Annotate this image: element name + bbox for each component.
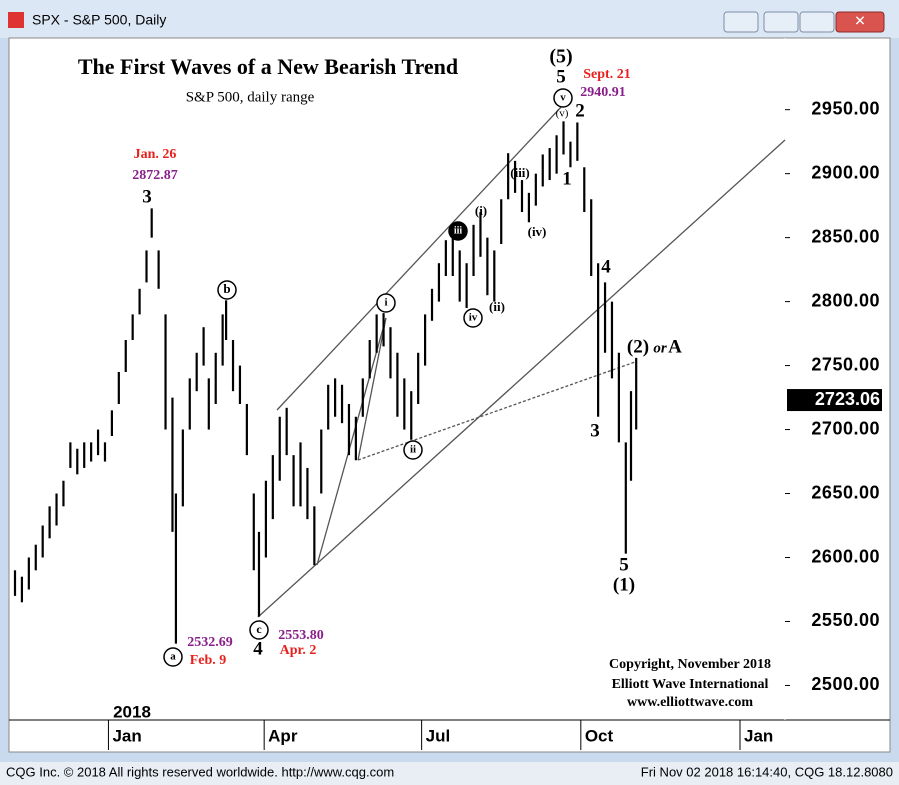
status-left: CQG Inc. © 2018 All rights reserved worl… [6, 764, 394, 779]
annotation: 2940.91 [580, 85, 626, 100]
wave-circle [376, 293, 396, 313]
y-tick-label: 2650.00 [811, 482, 880, 502]
status-right: Fri Nov 02 2018 16:14:40, CQG 18.12.8080 [641, 764, 893, 779]
y-tick-label: 2800.00 [811, 290, 880, 310]
wave-circle [249, 620, 269, 640]
y-tick-label: 2700.00 [811, 418, 880, 438]
last-value-label: 2723.06 [815, 389, 880, 409]
annotation: Apr. 2 [280, 643, 317, 658]
annotation: v [560, 92, 566, 104]
wave-circle [217, 280, 237, 300]
wave-circle [403, 440, 423, 460]
annotation: c [256, 622, 262, 636]
annotation: 1 [562, 168, 572, 189]
annotation: (5) [549, 46, 572, 68]
annotation: (iii) [510, 165, 530, 180]
close-icon: ✕ [854, 13, 866, 29]
wave-circle [448, 221, 468, 241]
dashed-line [357, 361, 636, 461]
annotation: (1) [613, 574, 635, 595]
annotation: Sept. 21 [583, 67, 630, 82]
annotation: (ii) [489, 299, 505, 314]
annotation: Jan. 26 [134, 147, 177, 162]
app-icon [8, 12, 24, 28]
annotation: Feb. 9 [190, 653, 227, 668]
annotation: 3 [142, 186, 152, 207]
annotation: (iv) [528, 224, 547, 239]
annotation: Elliott Wave International [612, 677, 769, 692]
annotation: i [384, 297, 387, 309]
y-tick-label: 2850.00 [811, 226, 880, 246]
wave-lines [257, 104, 786, 618]
annotation: b [223, 281, 230, 296]
x-tick-label: Oct [585, 726, 614, 745]
y-tick-label: 2550.00 [811, 610, 880, 630]
annotation: (v) [556, 108, 569, 120]
year-label: 2018 [113, 702, 151, 721]
annotation: (2) [627, 336, 649, 357]
chart-title: The First Waves of a New Bearish Trend [78, 54, 458, 79]
link-button[interactable] [723, 11, 759, 33]
wave-line [357, 317, 387, 461]
annotation: iii [454, 225, 463, 236]
status-bar [0, 762, 899, 785]
upper-channel [276, 104, 564, 411]
annotation: 2553.80 [278, 628, 324, 643]
chart-subtitle: S&P 500, daily range [186, 89, 315, 105]
annotation: Copyright, November 2018 [609, 657, 771, 672]
last-value-box [787, 389, 882, 412]
wave-circle [553, 88, 573, 108]
y-tick-label: 2950.00 [811, 98, 880, 118]
annotation: iv [469, 312, 478, 324]
annotation: 5 [619, 554, 629, 575]
lower-trendline [257, 139, 786, 618]
y-tick-label: 2600.00 [811, 546, 880, 566]
chart-area [8, 37, 891, 753]
annotation: a [170, 651, 176, 663]
annotation: 5 [556, 66, 566, 87]
annotation: or [653, 340, 667, 356]
annotation: (i) [475, 203, 487, 218]
annotation: www.elliottwave.com [627, 695, 753, 710]
wave-circle [463, 308, 483, 328]
maximize-button[interactable] [799, 11, 835, 33]
annotation: 2 [575, 100, 585, 121]
x-tick-label: Jan [744, 726, 773, 745]
annotation: 4 [253, 638, 263, 659]
close-button[interactable] [835, 11, 885, 33]
annotation: A [668, 336, 682, 357]
window-title: SPX - S&P 500, Daily [32, 12, 166, 28]
wave-circle [163, 647, 183, 667]
x-tick-label: Apr [268, 726, 298, 745]
wave-line [316, 317, 387, 566]
y-tick-label: 2900.00 [811, 162, 880, 182]
annotation: ii [410, 444, 416, 456]
annotation: 3 [590, 420, 600, 441]
y-tick-label: 2500.00 [811, 674, 880, 694]
y-tick-label: 2750.00 [811, 354, 880, 374]
x-tick-label: Jan [112, 726, 141, 745]
minimize-button[interactable] [763, 11, 799, 33]
annotation: 2532.69 [187, 635, 233, 650]
annotation: 2872.87 [132, 168, 178, 183]
x-tick-label: Jul [426, 726, 451, 745]
annotation: 4 [601, 256, 611, 277]
